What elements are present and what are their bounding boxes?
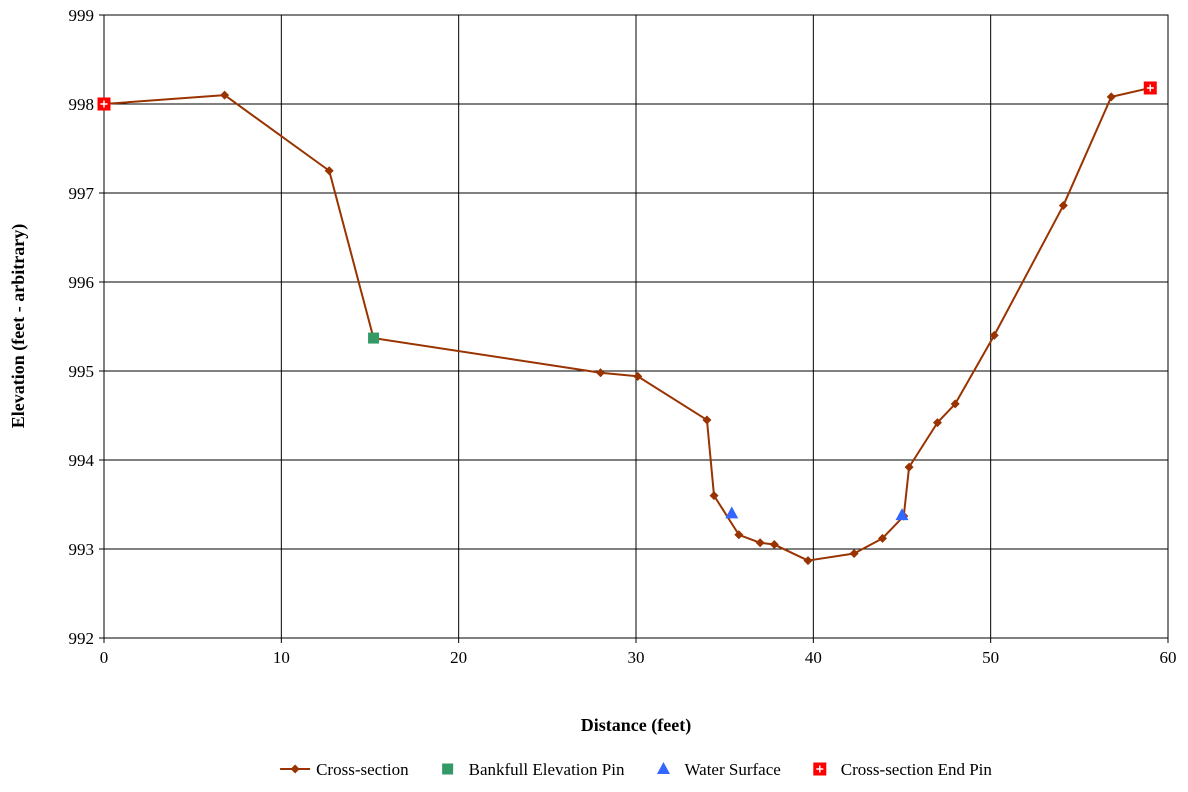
x-tick-label-2: 20	[450, 648, 467, 667]
series-0-point-19	[1058, 200, 1068, 210]
series-3	[97, 81, 1157, 111]
series-0-point-7	[709, 491, 719, 501]
series-2-point-0	[725, 506, 739, 519]
series-0-point-8	[734, 530, 744, 540]
x-axis-title: Distance (feet)	[581, 715, 691, 736]
series-layer	[97, 81, 1157, 566]
legend-swatch-marker-0	[290, 764, 300, 774]
series-0-point-10	[769, 540, 779, 550]
series-0-point-6	[702, 415, 712, 425]
y-tick-label-0: 992	[69, 629, 95, 648]
x-tick-label-5: 50	[982, 648, 999, 667]
series-0-line	[103, 87, 1151, 562]
x-tick-label-1: 10	[273, 648, 290, 667]
gridlines	[103, 14, 1169, 639]
legend-swatch-marker-3	[813, 762, 827, 776]
series-0-point-1	[220, 90, 230, 100]
series-2	[725, 506, 909, 521]
y-axis-ticks: 992 993 994 995 996 997 998 999	[69, 6, 104, 648]
series-0-point-2	[324, 166, 334, 176]
legend-swatch-marker-2	[656, 762, 670, 774]
x-tick-label-6: 60	[1160, 648, 1177, 667]
legend-label-0: Cross-section	[316, 760, 409, 779]
series-3-point-1	[1143, 81, 1157, 95]
legend-item-0: Cross-section	[280, 760, 409, 779]
y-tick-label-5: 997	[69, 184, 95, 203]
series-0	[99, 83, 1155, 566]
legend-item-3: Cross-section End Pin	[813, 760, 992, 779]
legend-swatch-marker-1	[442, 763, 454, 775]
series-0-point-4	[596, 368, 606, 378]
y-tick-label-2: 994	[69, 451, 95, 470]
legend-label-3: Cross-section End Pin	[841, 760, 993, 779]
series-2-point-1	[895, 508, 909, 521]
y-tick-label-7: 999	[69, 6, 95, 25]
legend: Cross-section Bankfull Elevation Pin Water…	[280, 760, 992, 779]
series-0-point-11	[803, 556, 813, 566]
x-tick-label-0: 0	[100, 648, 109, 667]
legend-item-1: Bankfull Elevation Pin	[442, 760, 625, 779]
x-axis-ticks: 0 10 20 30 40 50 60	[100, 638, 1177, 667]
legend-item-2: Water Surface	[656, 760, 781, 779]
series-0-point-20	[1106, 92, 1116, 102]
series-0-point-16	[932, 418, 942, 428]
y-tick-label-4: 996	[69, 273, 95, 292]
series-0-point-9	[755, 538, 765, 548]
series-1-point-0	[368, 332, 380, 344]
y-tick-label-3: 995	[69, 362, 95, 381]
x-tick-label-3: 30	[628, 648, 645, 667]
series-1	[368, 332, 380, 344]
series-0-point-15	[904, 462, 914, 472]
series-0-point-13	[877, 533, 887, 543]
y-tick-label-6: 998	[69, 95, 95, 114]
series-0-point-18	[989, 330, 999, 340]
y-axis-title: Elevation (feet - arbitrary)	[8, 224, 29, 428]
series-0-point-17	[950, 399, 960, 409]
series-0-point-12	[849, 548, 859, 558]
series-0-point-5	[633, 371, 643, 381]
legend-label-2: Water Surface	[684, 760, 780, 779]
series-3-point-0	[97, 97, 111, 111]
x-tick-label-4: 40	[805, 648, 822, 667]
y-tick-label-1: 993	[69, 540, 95, 559]
legend-label-1: Bankfull Elevation Pin	[469, 760, 625, 779]
